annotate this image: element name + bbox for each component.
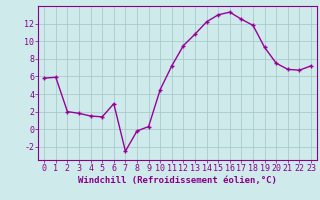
X-axis label: Windchill (Refroidissement éolien,°C): Windchill (Refroidissement éolien,°C): [78, 176, 277, 185]
